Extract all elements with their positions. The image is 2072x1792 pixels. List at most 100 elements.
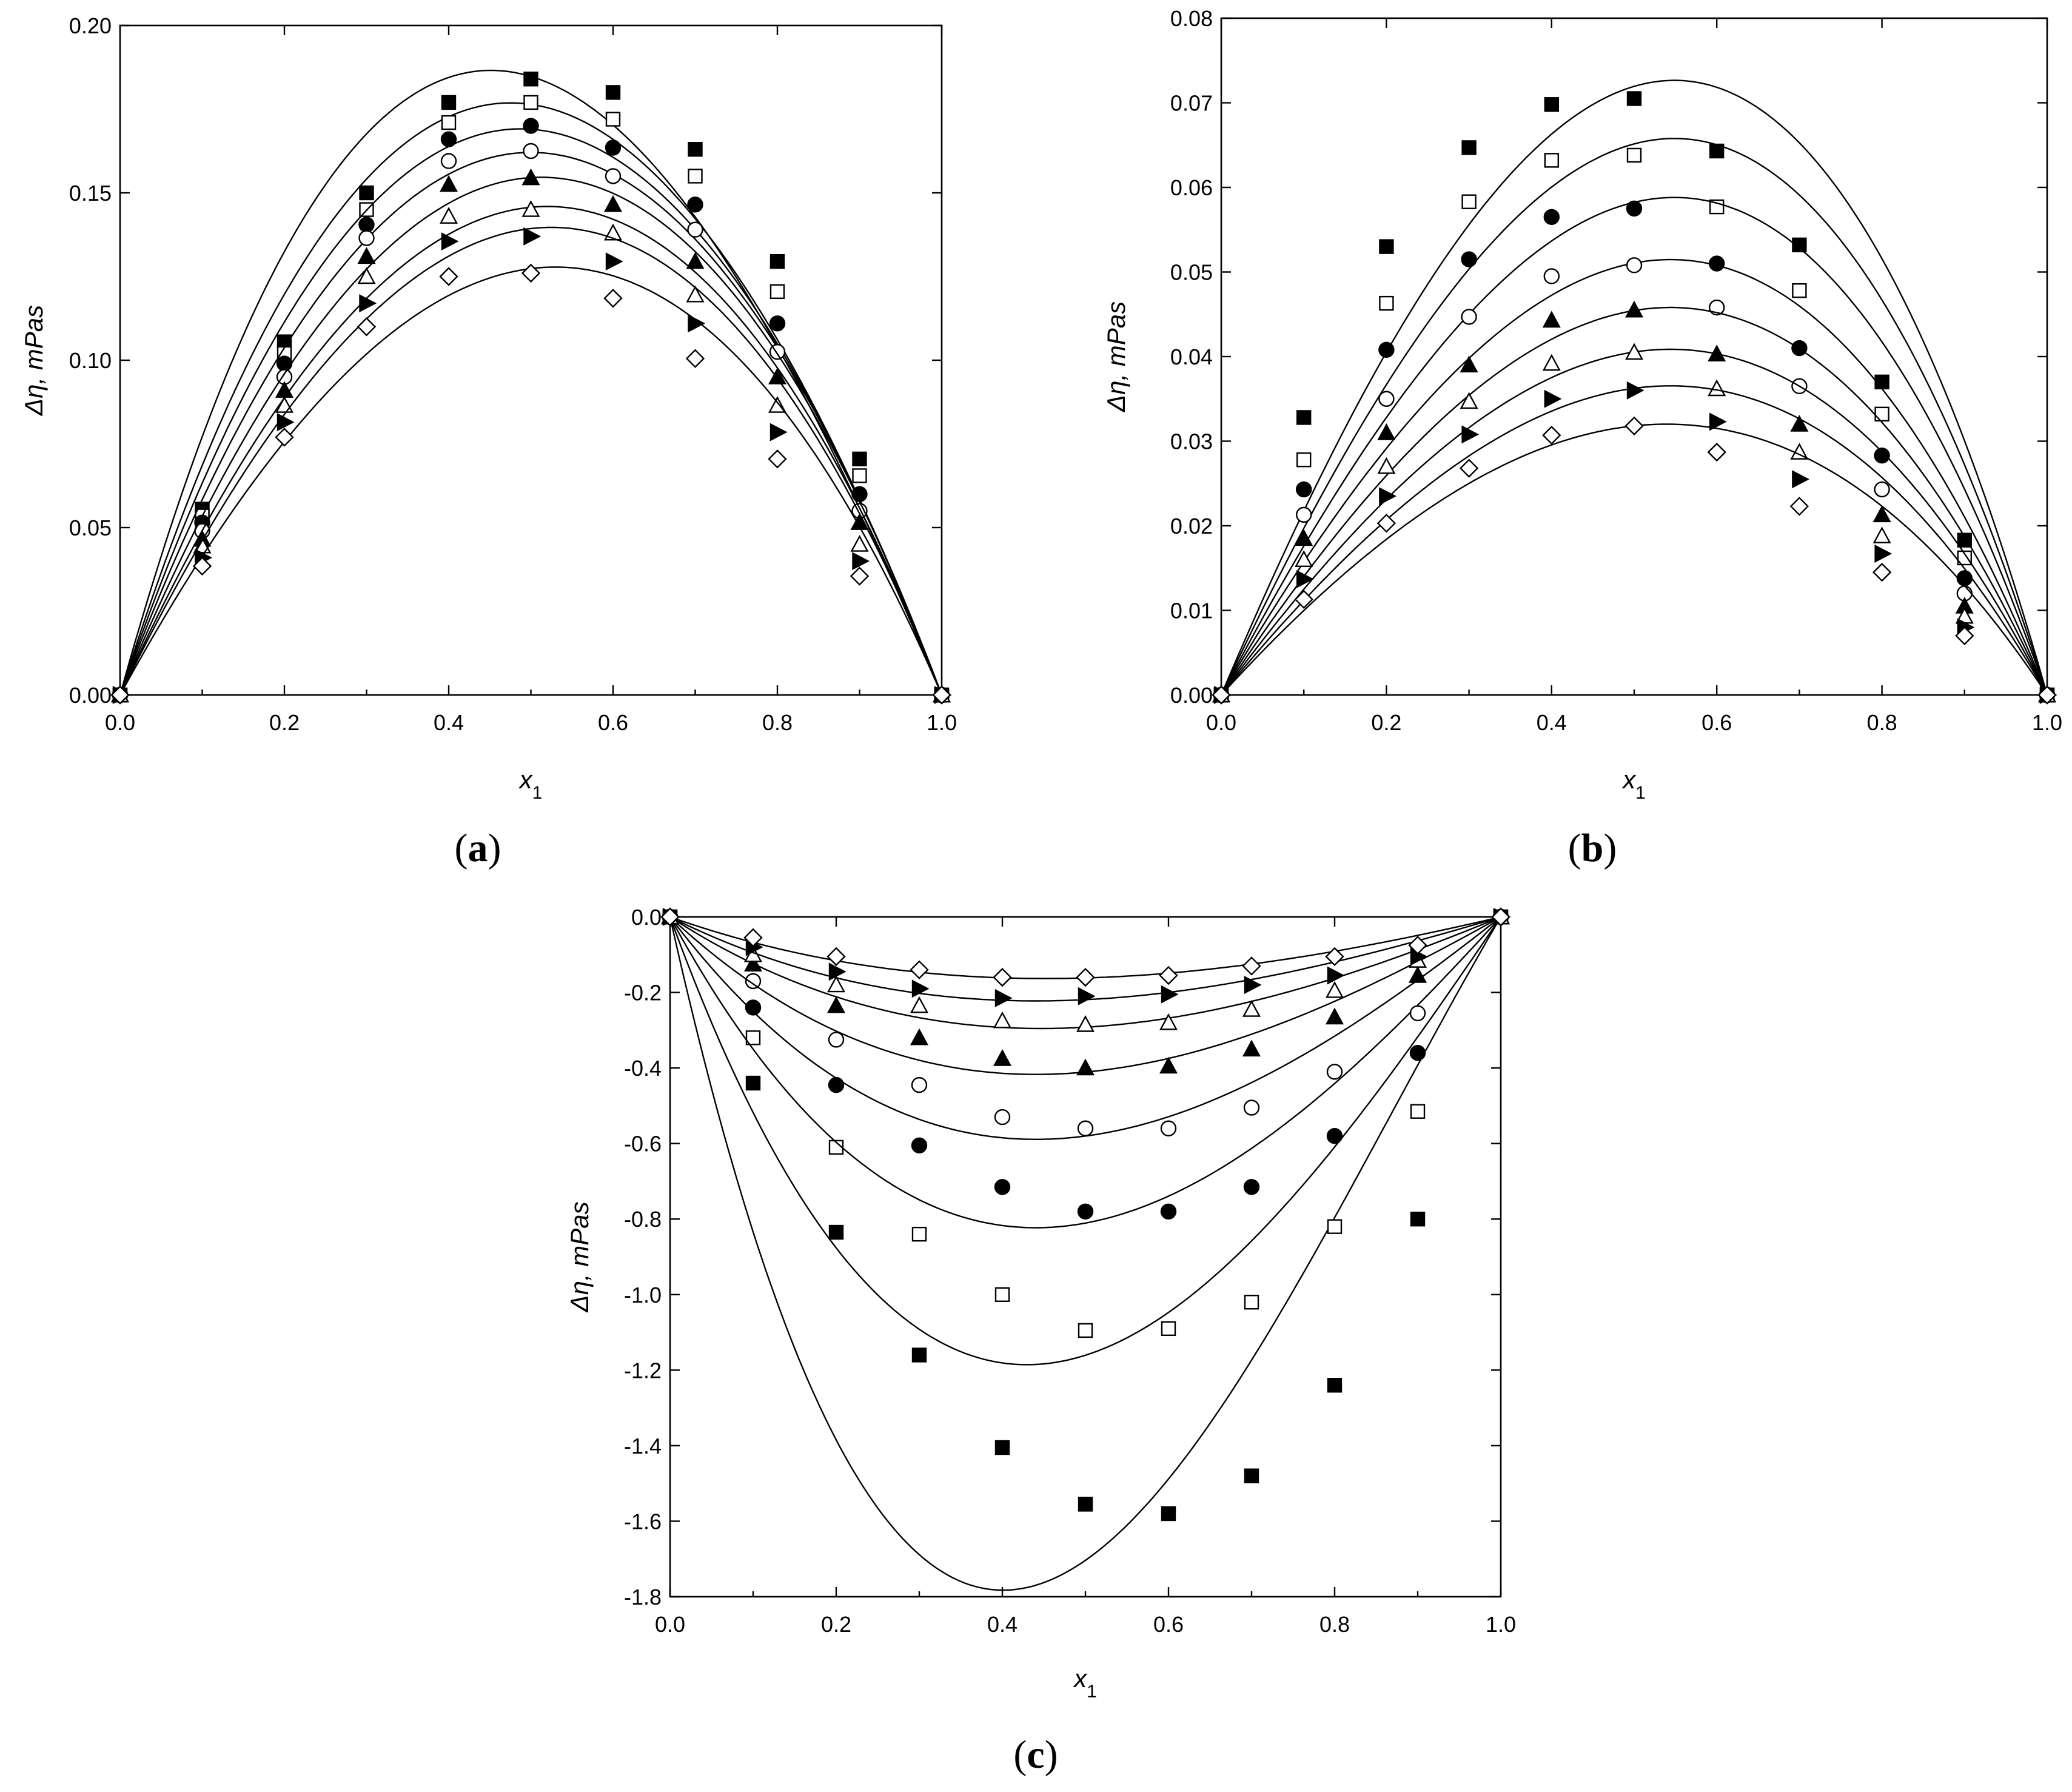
data-point	[521, 168, 540, 186]
data-point	[1460, 355, 1478, 373]
series-4	[112, 143, 950, 703]
y-tick-label: 0.0	[631, 905, 662, 930]
data-point	[1543, 209, 1560, 226]
data-point	[1296, 569, 1314, 588]
y-tick-label: -1.8	[624, 1585, 662, 1609]
data-point	[1242, 1039, 1261, 1057]
data-point	[1872, 563, 1892, 582]
data-point	[1409, 1005, 1426, 1022]
data-point	[603, 195, 623, 212]
data-point	[1789, 497, 1809, 516]
data-point	[1542, 354, 1561, 371]
y-axis-title: Δη, mPas	[19, 305, 48, 416]
panel-c-chart: 0.0 0.2 0.4 0.6 0.8 1.0 -1.8 -1.6 -1.4 -1.2 -1.0 -0…	[565, 905, 1516, 1702]
data-point	[687, 196, 703, 213]
series-8	[110, 263, 951, 705]
data-point	[1376, 514, 1396, 533]
data-point	[1244, 1468, 1259, 1483]
data-point	[1544, 389, 1562, 408]
data-point	[745, 1030, 761, 1045]
data-point	[1327, 1219, 1343, 1234]
data-point	[1624, 416, 1644, 436]
data-point	[911, 1137, 928, 1153]
data-point	[441, 95, 457, 110]
data-point	[1792, 237, 1807, 253]
x-axis-title: x1	[1073, 1664, 1097, 1702]
data-point	[1626, 91, 1642, 106]
data-point	[1379, 487, 1397, 506]
x-tick-label: 0.8	[762, 710, 793, 735]
fit-curve	[1220, 258, 2048, 696]
data-point	[994, 1440, 1010, 1455]
data-point	[277, 413, 295, 432]
x-tick-label: 0.6	[1702, 710, 1732, 735]
x-tick-label: 0.2	[269, 710, 300, 735]
data-point	[1461, 251, 1477, 267]
x-axis-title: x1	[518, 765, 543, 803]
data-point	[910, 996, 929, 1013]
data-point	[1160, 1120, 1177, 1136]
data-point	[1077, 1120, 1094, 1136]
data-point	[1955, 626, 1974, 646]
x-tick-label: 0.4	[987, 1612, 1018, 1637]
data-point	[521, 263, 541, 283]
data-point	[852, 468, 867, 483]
data-point	[932, 685, 951, 705]
y-tick-label: 0.05	[1170, 260, 1213, 285]
data-point	[1624, 343, 1644, 360]
data-point	[1377, 423, 1396, 440]
data-point	[1296, 452, 1312, 468]
data-point	[660, 907, 680, 927]
data-point	[686, 285, 705, 303]
data-point	[1161, 985, 1179, 1004]
series-5	[660, 907, 1510, 1076]
y-tick-label: -0.6	[624, 1132, 662, 1156]
data-point	[523, 227, 541, 246]
data-point	[850, 566, 870, 586]
y-tick-label: 0.08	[1170, 6, 1213, 31]
data-point	[1544, 153, 1560, 168]
data-point	[1244, 976, 1262, 995]
data-point	[1873, 505, 1891, 523]
data-point	[1459, 458, 1479, 478]
data-point	[1874, 481, 1890, 498]
y-tick-label: 0.00	[1170, 683, 1213, 708]
data-point	[993, 967, 1012, 987]
data-point	[911, 979, 930, 998]
data-point	[850, 535, 869, 552]
x-tick-label: 0.2	[1371, 710, 1401, 735]
data-point	[1076, 1015, 1095, 1032]
data-point	[1159, 965, 1178, 985]
y-tick-label: 0.10	[69, 348, 112, 373]
data-point	[993, 1049, 1012, 1066]
data-point	[685, 349, 705, 368]
data-point	[1327, 1378, 1343, 1393]
y-tick-label: -0.4	[624, 1056, 662, 1081]
data-point	[192, 556, 212, 576]
data-point	[852, 451, 867, 467]
data-point	[828, 1032, 845, 1048]
panel-a-label: (a)	[455, 826, 501, 870]
fit-curve	[119, 266, 943, 696]
data-point	[275, 428, 294, 447]
data-point	[1296, 410, 1312, 425]
data-point	[440, 131, 457, 147]
series-1	[662, 909, 1509, 1591]
data-point	[826, 975, 846, 993]
data-point	[686, 252, 705, 269]
fit-curve	[119, 69, 943, 696]
data-point	[603, 289, 623, 308]
fit-curve	[669, 916, 1501, 1002]
data-point	[1460, 392, 1478, 409]
data-point	[828, 1076, 845, 1093]
data-point	[994, 1287, 1010, 1302]
data-point	[1491, 907, 1510, 927]
x-tick-label: 1.0	[927, 710, 957, 735]
data-point	[1709, 412, 1727, 431]
data-point	[523, 143, 539, 159]
series-4	[1213, 257, 2056, 703]
x-tick-label: 0.4	[1537, 710, 1567, 735]
series-6	[1212, 343, 2057, 703]
x-tick-label: 0.0	[105, 710, 135, 735]
